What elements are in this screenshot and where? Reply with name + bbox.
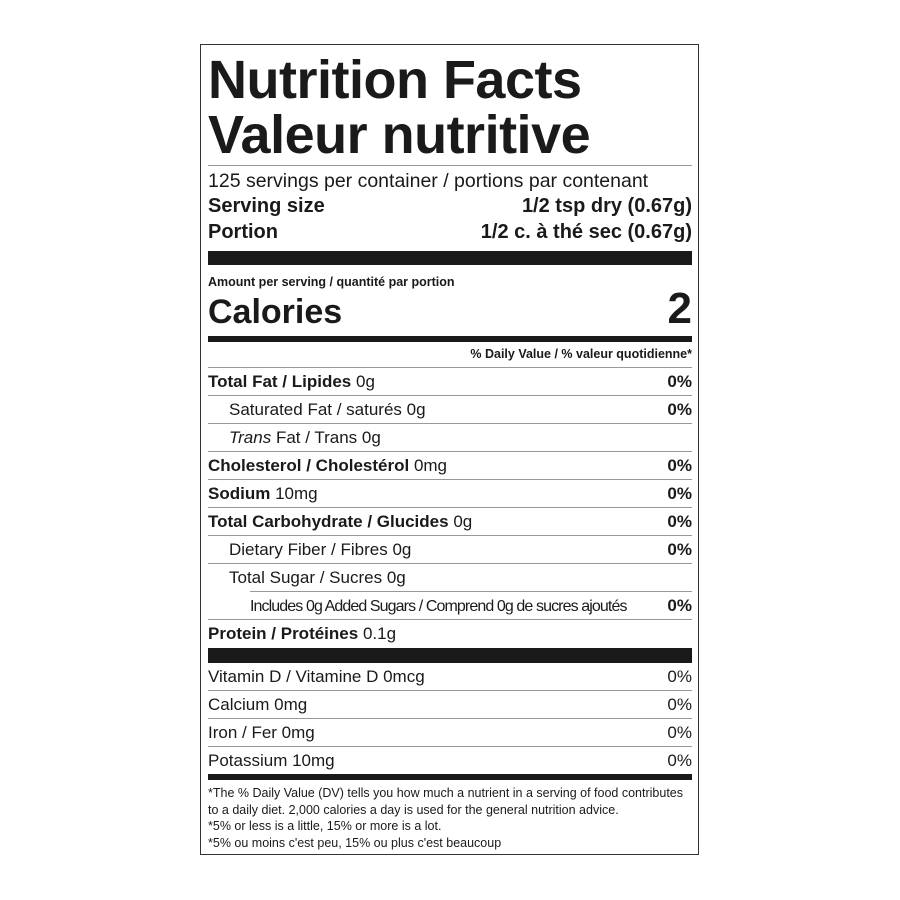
nutrient-row-cholesterol: Cholesterol / Cholestérol 0mg 0% <box>208 452 692 480</box>
divider <box>208 165 692 166</box>
nutrient-row-sodium: Sodium 10mg 0% <box>208 480 692 508</box>
portion-value: 1/2 c. à thé sec (0.67g) <box>480 221 692 243</box>
nutrient-amount: 0g <box>386 568 406 587</box>
vitamin-dv: 0% <box>667 667 692 686</box>
thick-divider <box>208 648 692 663</box>
vitamin-list: Vitamin D / Vitamine D 0mcg 0% Calcium 0m… <box>208 663 692 775</box>
nutrient-amount: 0g <box>392 540 412 559</box>
calories-label: Calories <box>208 293 343 331</box>
nutrient-row-trans-fat: Trans Fat / Trans 0g <box>208 424 692 452</box>
serving-size-row: Serving size 1/2 tsp dry (0.67g) <box>208 195 692 218</box>
nutrient-amount: 10mg <box>275 484 318 503</box>
title-fr: Valeur nutritive <box>208 105 591 165</box>
nutrient-dv: 0% <box>667 456 692 475</box>
nutrient-name: Fat / Trans <box>275 428 358 447</box>
nutrient-row-protein: Protein / Protéines 0.1g <box>208 620 692 648</box>
portion-label: Portion <box>208 221 278 243</box>
nutrient-dv: 0% <box>667 540 692 559</box>
nutrient-amount: 0g <box>453 512 473 531</box>
serving-size-label: Serving size <box>208 195 325 217</box>
nutrient-amount: 0g <box>355 372 375 391</box>
nutrient-amount: 0mg <box>413 456 448 475</box>
vitamin-dv: 0% <box>667 695 692 714</box>
footnotes: *The % Daily Value (DV) tells you how mu… <box>208 785 692 851</box>
nutrient-name: Includes 0g Added Sugars / Comprend 0g d… <box>250 598 627 615</box>
nutrient-name: Total Sugar / Sucres <box>229 568 383 587</box>
servings-per-container: 125 servings per container / portions pa… <box>208 170 649 192</box>
vitamin-name: Iron / Fer 0mg <box>208 723 315 742</box>
footnote-en: *5% or less is a little, 15% or more is … <box>208 819 442 833</box>
nutrient-dv: 0% <box>667 400 692 419</box>
serving-size-value: 1/2 tsp dry (0.67g) <box>521 195 692 217</box>
nutrient-amount: 0g <box>361 428 381 447</box>
nutrient-list: Total Fat / Lipides 0g 0% Saturated Fat … <box>208 368 692 648</box>
calories-value: 2 <box>667 284 692 333</box>
nutrient-row-total-fat: Total Fat / Lipides 0g 0% <box>208 368 692 396</box>
nutrition-facts-label: Nutrition Facts Valeur nutritive 125 ser… <box>200 44 699 855</box>
nutrient-dv: 0% <box>667 484 692 503</box>
nutrient-name: Protein / Protéines <box>208 624 359 643</box>
medium-divider <box>208 336 692 342</box>
vitamin-row: Potassium 10mg 0% <box>208 747 692 775</box>
vitamin-row: Iron / Fer 0mg 0% <box>208 719 692 747</box>
vitamin-name: Vitamin D / Vitamine D 0mcg <box>208 667 425 686</box>
vitamin-row: Vitamin D / Vitamine D 0mcg 0% <box>208 663 692 691</box>
nutrient-dv: 0% <box>667 512 692 531</box>
nutrient-amount: 0g <box>406 400 426 419</box>
amount-per-serving: Amount per serving / quantité par portio… <box>208 275 455 289</box>
vitamin-dv: 0% <box>667 751 692 770</box>
thick-divider <box>208 251 692 265</box>
nutrient-name-italic: Trans <box>229 428 272 447</box>
footnote-dv: *The % Daily Value (DV) tells you how mu… <box>208 786 683 817</box>
nutrient-amount: 0.1g <box>362 624 397 643</box>
nutrient-row-carbohydrate: Total Carbohydrate / Glucides 0g 0% <box>208 508 692 536</box>
vitamin-dv: 0% <box>667 723 692 742</box>
footnote-fr: *5% ou moins c'est peu, 15% ou plus c'es… <box>208 835 502 850</box>
vitamin-name: Calcium 0mg <box>208 695 308 714</box>
nutrient-name: Saturated Fat / saturés <box>229 400 402 419</box>
medium-divider <box>208 774 692 780</box>
nutrient-row-fiber: Dietary Fiber / Fibres 0g 0% <box>208 536 692 564</box>
nutrient-name: Dietary Fiber / Fibres <box>229 540 388 559</box>
nutrient-row-saturated-fat: Saturated Fat / saturés 0g 0% <box>208 396 692 424</box>
nutrient-dv: 0% <box>667 372 692 391</box>
nutrient-name: Cholesterol / Cholestérol <box>208 456 410 475</box>
nutrient-name: Total Fat / Lipides <box>208 372 352 391</box>
nutrient-name: Total Carbohydrate / Glucides <box>208 512 449 531</box>
vitamin-name: Potassium 10mg <box>208 751 335 770</box>
portion-row: Portion 1/2 c. à thé sec (0.67g) <box>208 221 692 244</box>
daily-value-header: % Daily Value / % valeur quotidienne* <box>470 347 692 361</box>
nutrient-dv: 0% <box>667 596 692 615</box>
vitamin-row: Calcium 0mg 0% <box>208 691 692 719</box>
nutrient-row-total-sugar: Total Sugar / Sucres 0g <box>208 564 692 592</box>
nutrient-row-added-sugars: Includes 0g Added Sugars / Comprend 0g d… <box>208 592 692 620</box>
title-en: Nutrition Facts <box>208 50 582 110</box>
calories-row: Calories 2 <box>208 284 692 333</box>
nutrient-name: Sodium <box>208 484 271 503</box>
divider <box>208 367 692 368</box>
